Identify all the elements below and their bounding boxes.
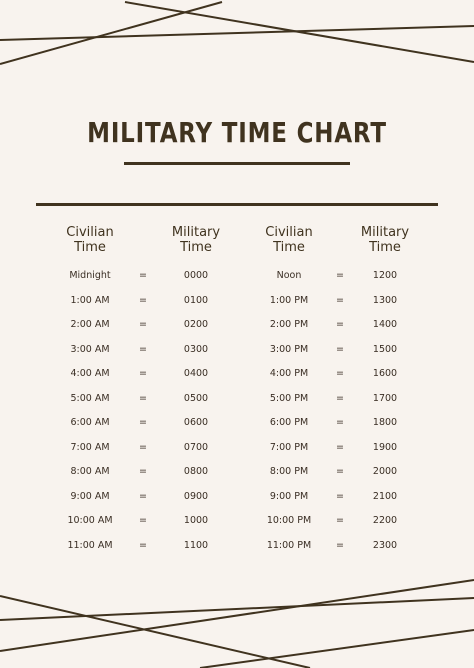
equals-sign: =: [139, 441, 147, 453]
header-line: Civilian: [66, 225, 114, 240]
military-time-am-cell: 0700: [183, 441, 209, 453]
military-time-pm-cell: 2100: [372, 490, 398, 502]
header-line: Military: [360, 225, 410, 240]
header-military-time-am: Military Time: [151, 225, 241, 255]
civilian-time-pm-cell: 2:00 PM: [269, 319, 309, 330]
civilian-time-am-cell: 2:00 AM: [70, 319, 110, 330]
equals-sign: =: [336, 270, 344, 281]
military-time-am-cell: 0200: [183, 319, 209, 330]
military-time-pm-cell: 2300: [372, 539, 398, 551]
header-line: Military: [171, 225, 221, 240]
military-time-am-cell: 0900: [183, 490, 209, 502]
civilian-time-am-cell: 7:00 AM: [70, 441, 110, 453]
civilian-time-pm-cell: 5:00 PM: [269, 392, 309, 404]
military-time-pm-cell: 1900: [372, 441, 398, 453]
equals-sign: =: [336, 319, 344, 330]
equals-sign: =: [139, 539, 147, 551]
header-line: Time: [369, 240, 401, 255]
civilian-time-am-cell: 1:00 AM: [70, 294, 110, 306]
civilian-time-pm-cell: Noon: [276, 270, 302, 281]
equals-sign: =: [139, 392, 147, 404]
equals-sign: =: [336, 490, 344, 502]
header-line: Time: [273, 240, 305, 255]
military-time-am-cell: 0600: [183, 417, 209, 428]
equals-sign: =: [336, 539, 344, 551]
equals-sign: =: [139, 368, 147, 379]
military-time-pm-cell: 1400: [372, 319, 398, 330]
civilian-time-am-cell: 6:00 AM: [70, 417, 110, 428]
military-time-am-cell: 1100: [183, 539, 209, 551]
military-time-am-cell: 0300: [183, 343, 209, 355]
civilian-time-am-cell: 10:00 AM: [67, 515, 113, 526]
equals-sign: =: [139, 515, 147, 526]
header-military-time-pm: Military Time: [340, 225, 430, 255]
civilian-time-am-cell: 4:00 AM: [70, 368, 110, 379]
civilian-time-pm-cell: 8:00 PM: [269, 466, 309, 477]
equals-sign: =: [336, 392, 344, 404]
military-time-pm-cell: 1500: [372, 343, 398, 355]
header-line: Time: [74, 240, 106, 255]
military-time-pm-cell: 1600: [372, 368, 398, 379]
equals-sign: =: [336, 294, 344, 306]
civilian-time-am-cell: 8:00 AM: [70, 466, 110, 477]
civilian-time-am-cell: 5:00 AM: [70, 392, 110, 404]
page-title: MILITARY TIME CHART: [87, 116, 387, 149]
header-civilian-time-am: Civilian Time: [45, 225, 135, 255]
equals-sign: =: [336, 466, 344, 477]
military-time-pm-cell: 1200: [372, 270, 398, 281]
equals-sign: =: [139, 466, 147, 477]
civilian-time-pm-cell: 3:00 PM: [269, 343, 309, 355]
military-time-am-cell: 0000: [183, 270, 209, 281]
equals-sign: =: [336, 368, 344, 379]
equals-sign: =: [139, 319, 147, 330]
civilian-time-pm-cell: 10:00 PM: [266, 515, 312, 526]
military-time-pm-cell: 1300: [372, 294, 398, 306]
equals-sign: =: [139, 417, 147, 428]
header-civilian-time-pm: Civilian Time: [244, 225, 334, 255]
equals-sign: =: [139, 343, 147, 355]
title-underline: [124, 162, 350, 165]
military-time-pm-cell: 2200: [372, 515, 398, 526]
civilian-time-pm-cell: 7:00 PM: [269, 441, 309, 453]
military-time-pm-cell: 1800: [372, 417, 398, 428]
military-time-am-cell: 0400: [183, 368, 209, 379]
civilian-time-pm-cell: 6:00 PM: [269, 417, 309, 428]
equals-sign: =: [336, 343, 344, 355]
civilian-time-pm-cell: 11:00 PM: [266, 539, 312, 551]
military-time-am-cell: 1000: [183, 515, 209, 526]
civilian-time-am-cell: 9:00 AM: [70, 490, 110, 502]
equals-sign: =: [139, 270, 147, 281]
header-line: Civilian: [265, 225, 313, 240]
equals-sign: =: [139, 490, 147, 502]
civilian-time-am-cell: 11:00 AM: [67, 539, 113, 551]
equals-sign: =: [336, 441, 344, 453]
military-time-am-cell: 0800: [183, 466, 209, 477]
military-time-am-cell: 0500: [183, 392, 209, 404]
header-line: Time: [180, 240, 212, 255]
civilian-time-pm-cell: 4:00 PM: [269, 368, 309, 379]
military-time-pm-cell: 2000: [372, 466, 398, 477]
civilian-time-am-cell: Midnight: [69, 270, 111, 281]
section-divider: [36, 203, 438, 206]
equals-sign: =: [139, 294, 147, 306]
civilian-time-am-cell: 3:00 AM: [70, 343, 110, 355]
military-time-am-cell: 0100: [183, 294, 209, 306]
equals-sign: =: [336, 515, 344, 526]
military-time-pm-cell: 1700: [372, 392, 398, 404]
civilian-time-pm-cell: 1:00 PM: [269, 294, 309, 306]
civilian-time-pm-cell: 9:00 PM: [269, 490, 309, 502]
equals-sign: =: [336, 417, 344, 428]
